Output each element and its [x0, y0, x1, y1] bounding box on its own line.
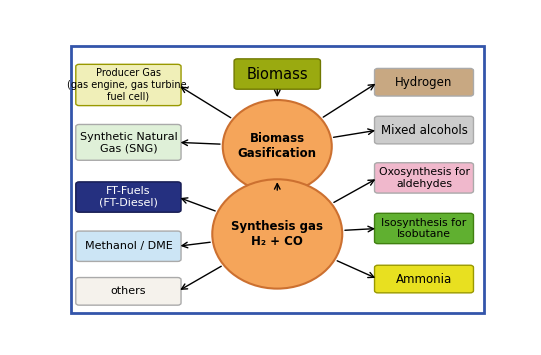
Text: Isosynthesis for
Isobutane: Isosynthesis for Isobutane — [381, 218, 467, 239]
FancyBboxPatch shape — [76, 64, 181, 105]
FancyBboxPatch shape — [374, 163, 473, 193]
FancyBboxPatch shape — [234, 59, 320, 89]
Text: Biomass
Gasification: Biomass Gasification — [237, 132, 317, 160]
FancyBboxPatch shape — [374, 265, 473, 293]
Text: Synthetic Natural
Gas (SNG): Synthetic Natural Gas (SNG) — [80, 132, 177, 153]
Text: Hydrogen: Hydrogen — [395, 76, 453, 89]
FancyBboxPatch shape — [374, 213, 473, 244]
Text: Methanol / DME: Methanol / DME — [84, 241, 172, 251]
Ellipse shape — [223, 100, 332, 193]
Text: others: others — [111, 286, 146, 296]
FancyBboxPatch shape — [374, 69, 473, 96]
Text: Oxosynthesis for
aldehydes: Oxosynthesis for aldehydes — [379, 167, 470, 189]
Text: FT-Fuels
(FT-Diesel): FT-Fuels (FT-Diesel) — [99, 186, 158, 208]
FancyBboxPatch shape — [374, 116, 473, 144]
Text: Mixed alcohols: Mixed alcohols — [380, 124, 467, 137]
Text: Synthesis gas
H₂ + CO: Synthesis gas H₂ + CO — [231, 220, 324, 248]
Text: Biomass: Biomass — [247, 66, 308, 82]
Text: Producer Gas
(gas engine, gas turbine,
fuel cell): Producer Gas (gas engine, gas turbine, f… — [67, 69, 190, 102]
FancyBboxPatch shape — [76, 125, 181, 160]
Ellipse shape — [212, 179, 342, 289]
FancyBboxPatch shape — [76, 278, 181, 305]
Text: Ammonia: Ammonia — [396, 273, 452, 285]
FancyBboxPatch shape — [76, 231, 181, 261]
FancyBboxPatch shape — [76, 182, 181, 212]
FancyBboxPatch shape — [71, 46, 484, 313]
